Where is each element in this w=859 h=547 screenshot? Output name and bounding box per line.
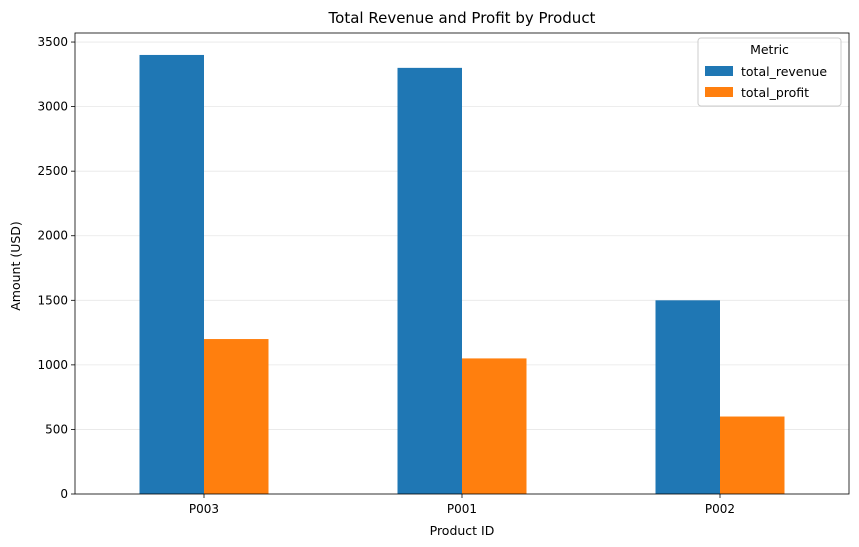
bar-layer bbox=[139, 54, 785, 495]
legend-swatch-total-revenue bbox=[705, 66, 733, 76]
legend-title: Metric bbox=[750, 42, 789, 57]
axis-layer: 0 500 1000 1500 2000 2500 3000 3500 P003 P001 P002 bbox=[37, 32, 850, 516]
y-axis-label: Amount (USD) bbox=[8, 221, 23, 311]
x-tick-label: P001 bbox=[447, 502, 477, 516]
y-tick-label: 1500 bbox=[37, 293, 68, 307]
y-tick-label: 1000 bbox=[37, 358, 68, 372]
x-axis-label: Product ID bbox=[430, 523, 495, 538]
y-tick-label: 3000 bbox=[37, 100, 68, 114]
bar-total-profit-p002 bbox=[720, 416, 785, 494]
legend-label-total-profit: total_profit bbox=[741, 85, 809, 100]
x-tick-label: P002 bbox=[705, 502, 735, 516]
plot-frame bbox=[74, 32, 850, 495]
legend-box bbox=[697, 37, 842, 107]
chart-title: Total Revenue and Profit by Product bbox=[328, 9, 596, 27]
y-tick-label: 2000 bbox=[37, 229, 68, 243]
legend: Metric total_revenue total_profit bbox=[697, 37, 842, 107]
bar-total-revenue-p003 bbox=[139, 54, 204, 494]
x-tick-label: P003 bbox=[189, 502, 219, 516]
y-tick-label: 3500 bbox=[37, 35, 68, 49]
bar-total-profit-p003 bbox=[204, 339, 269, 494]
bar-total-revenue-p001 bbox=[397, 67, 462, 495]
bar-total-profit-p001 bbox=[462, 358, 527, 494]
legend-swatch-total-profit bbox=[705, 87, 733, 97]
y-tick-label: 0 bbox=[60, 487, 68, 501]
y-tick-label: 500 bbox=[45, 422, 68, 436]
bar-total-revenue-p002 bbox=[655, 300, 720, 494]
y-tick-label: 2500 bbox=[37, 164, 68, 178]
legend-label-total-revenue: total_revenue bbox=[741, 64, 827, 79]
